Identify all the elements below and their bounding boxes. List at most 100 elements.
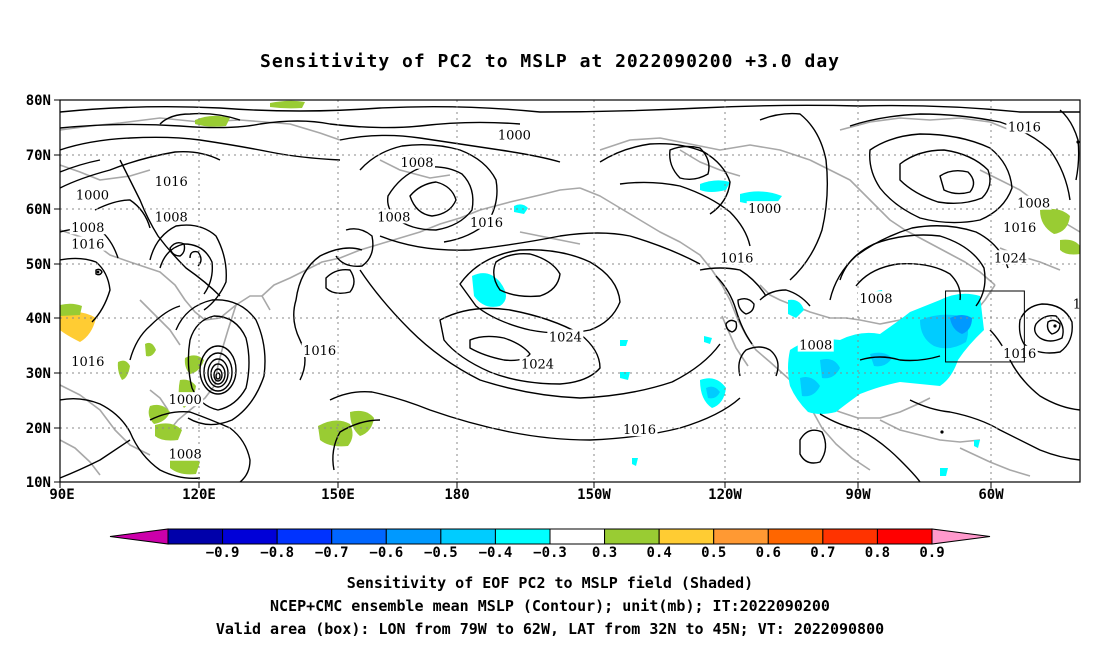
contour-label: 1016 [71,355,104,370]
caption-shading: Sensitivity of EOF PC2 to MSLP field (Sh… [346,574,754,592]
contour-label-bg [69,353,106,368]
pressure-centers [96,140,1080,434]
contour-label-bg [1006,119,1043,134]
contour-label: 1024 [549,330,582,345]
contour-label: 1024 [521,358,554,373]
typhoon-contour [213,368,223,382]
contour-label-bg [519,356,556,371]
shade-cyan [706,386,720,399]
shade-green [350,410,374,436]
contour-label-bg [301,343,338,358]
lat-tick-label: 20N [26,421,51,437]
contour-label: 1016 [1003,221,1036,236]
contour-label-bg [1001,220,1038,235]
sensitivity-shading [60,100,1080,476]
lon-tick-label: 120W [708,487,742,503]
colorbar-label: 0.9 [919,545,944,561]
colorbar-label: −0.5 [424,545,458,561]
colorbar-swatch [222,528,278,545]
typhoon-contour [199,345,237,395]
plot-area [60,100,1080,482]
contour-label: 1016 [1008,120,1041,135]
contour-label-bg [1071,296,1080,311]
contour-label: 1000 [169,393,202,408]
colorbar-label: −0.8 [260,545,294,561]
contour-label-bg [621,422,658,437]
caption-contour: NCEP+CMC ensemble mean MSLP (Contour); u… [270,597,830,615]
contour-label: 1000 [498,128,531,143]
typhoon-contour [210,363,226,385]
shade-green [148,404,170,424]
shade-cyan [472,273,506,307]
colorbar-swatch [276,528,333,545]
lon-tick-label: 180 [444,487,469,503]
contour-label-bg [167,446,204,461]
colorbar-swatch [822,528,878,545]
shade-cyan [704,336,712,344]
colorbar: −0.9 −0.8 −0.7 −0.6 −0.5 −0.4 −0.3 0.3 0.4 0.5 0.6… [109,528,991,561]
contour-label: 1008 [377,210,410,225]
colorbar-label: 0.6 [756,545,781,561]
axis-ticks [54,99,992,488]
colorbar-label: 0.5 [701,545,726,561]
lat-tick-label: 80N [26,93,51,109]
shade-cyan [870,352,892,367]
contour-label: 1008 [799,339,832,354]
lat-tick-label: 70N [26,148,51,164]
colorbar-swatch [167,528,224,545]
contour-label: 1008 [400,156,433,171]
contour-label: 1000 [76,189,109,204]
contour-label-bg [1015,195,1052,210]
shade-cyan [974,440,980,448]
contour-label-bg [547,329,584,344]
shade-green [184,355,204,374]
shade-cyan [950,315,972,334]
contour-label: 1016 [470,216,503,231]
colorbar-label: −0.3 [533,545,567,561]
page-title: Sensitivity of PC2 to MSLP at 2022090200… [259,51,840,72]
lat-tick-label: 10N [26,475,51,491]
colorbar-swatch [604,528,660,545]
shade-green [270,100,305,109]
lon-tick-labels: 90E 120E 150E 180 150W 120W 90W 60W [49,487,1004,503]
shade-cyan [632,458,638,466]
lon-tick-label: 90E [49,487,74,503]
shade-cyan [514,204,528,214]
contour-label: 1000 [748,202,781,217]
colorbar-swatch [876,528,933,545]
colorbar-label: −0.6 [369,545,403,561]
shade-cyan [620,340,628,346]
contour-label: 1008 [169,448,202,463]
lon-tick-label: 60W [978,487,1004,503]
colorbar-label: 0.7 [810,545,835,561]
colorbar-label: −0.4 [479,545,513,561]
lon-tick-label: 150W [577,487,611,503]
contour-label-bg [992,250,1029,265]
shade-green [117,360,130,380]
colorbar-swatch [331,528,387,545]
contour-label-bg [1001,345,1038,360]
valid-area-box [945,290,1025,363]
lat-tick-labels: 80N 70N 60N 50N 40N 30N 20N 10N [26,93,51,491]
contour-label-bg [69,220,106,235]
shade-cyan [788,299,804,318]
contour-label-bg [74,187,111,202]
shade-cyan [620,372,630,380]
colorbar-low-arrow [109,528,169,545]
shade-green [60,303,82,316]
caption-valid-area: Valid area (box): LON from 79W to 62W, L… [215,620,885,638]
contour-label-bg [153,173,190,188]
contour-label-bg [496,127,533,142]
colorbar-swatch [440,528,496,545]
contour-label: 1016 [1073,298,1100,313]
contour-labels: 1000 1008 1016 1016 1000 1008 1016 1000 1008 1016… [69,119,1100,463]
contour-label: 1008 [155,210,188,225]
colorbar-label: 0.8 [865,545,890,561]
shade-green [145,342,156,357]
contour-label: 1016 [303,344,336,359]
shade-green [318,420,353,447]
contour-label: 1016 [720,251,753,266]
contour-label: 1024 [994,251,1027,266]
contour-label-bg [375,209,412,224]
